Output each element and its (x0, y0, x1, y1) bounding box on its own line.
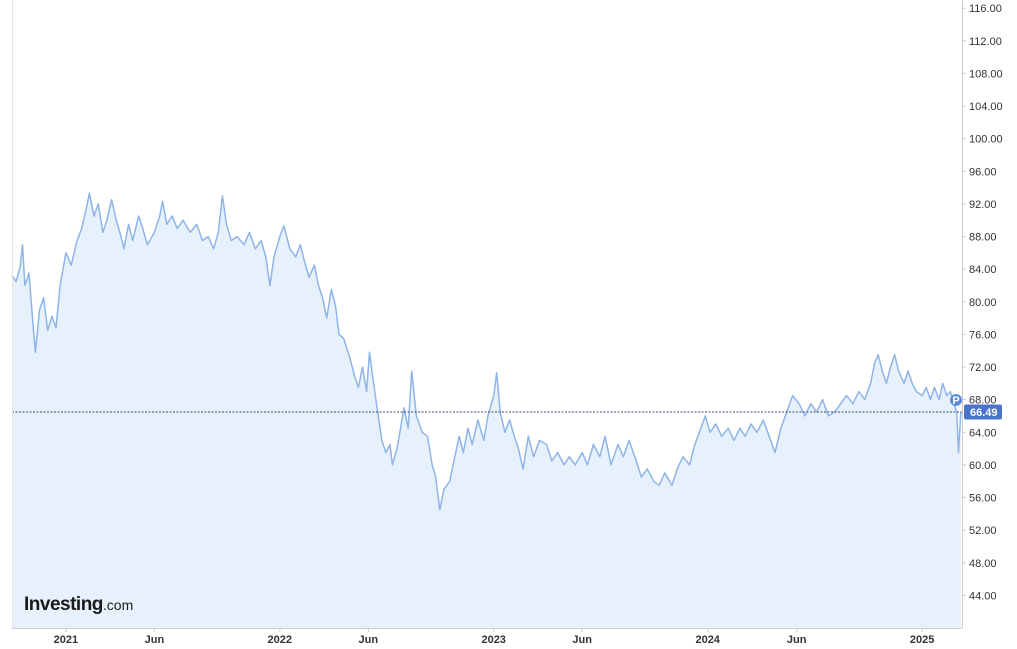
y-tick-label: 104.00 (969, 101, 1003, 113)
brand-logo: Investing.com (24, 594, 133, 615)
y-tick-label: 64.00 (969, 427, 997, 439)
previous-close-marker-label: P (952, 395, 959, 407)
series-area-fill (12, 193, 961, 629)
y-tick-label: 116.00 (969, 3, 1002, 15)
y-tick-label: 48.00 (969, 558, 997, 570)
y-tick-label: 96.00 (969, 166, 997, 178)
y-tick-label: 52.00 (969, 525, 997, 537)
previous-close-marker[interactable]: P (950, 394, 962, 407)
y-tick-label: 80.00 (969, 297, 997, 309)
previous-close-marker-circle (950, 394, 962, 406)
series-line (11, 192, 962, 511)
brand-logo-text: Investing.com (24, 594, 133, 615)
y-axis: 44.00 48.00 52.00 56.00 60.00 64.00 68.00 72.00… (962, 3, 1003, 602)
x-tick-label: 2024 (695, 634, 720, 646)
y-tick-label: 68.00 (969, 395, 997, 407)
last-price-tag: 66.49 (964, 404, 1002, 420)
x-tick-label: 2021 (54, 634, 78, 646)
y-tick-label: 60.00 (969, 460, 997, 472)
plot-area[interactable] (11, 192, 962, 629)
last-price-tag-value: 66.49 (970, 407, 998, 419)
x-tick-label: Jun (359, 634, 379, 646)
x-axis: 2021 Jun 2022 Jun 2023 Jun 2024 Jun 2025 (54, 628, 934, 646)
last-price-tag-background (964, 404, 1002, 420)
y-tick-label: 72.00 (969, 362, 997, 374)
x-tick-label: Jun (787, 634, 807, 646)
y-tick-label: 100.00 (969, 134, 1003, 146)
brand-logo-suffix: .com (103, 597, 133, 613)
x-tick-label: 2025 (910, 634, 934, 646)
y-tick-label: 92.00 (969, 199, 997, 211)
y-tick-label: 44.00 (969, 590, 997, 602)
y-tick-label: 88.00 (969, 232, 997, 244)
x-tick-label: Jun (572, 634, 592, 646)
y-tick-label: 56.00 (969, 493, 997, 505)
x-tick-label: 2022 (268, 634, 292, 646)
y-tick-label: 112.00 (969, 36, 1002, 48)
x-tick-label: 2023 (481, 634, 505, 646)
y-tick-label: 84.00 (969, 264, 997, 276)
brand-logo-main: Investing (24, 594, 103, 615)
y-tick-label: 108.00 (969, 68, 1003, 80)
y-tick-label: 76.00 (969, 329, 997, 341)
x-tick-label: Jun (145, 634, 165, 646)
